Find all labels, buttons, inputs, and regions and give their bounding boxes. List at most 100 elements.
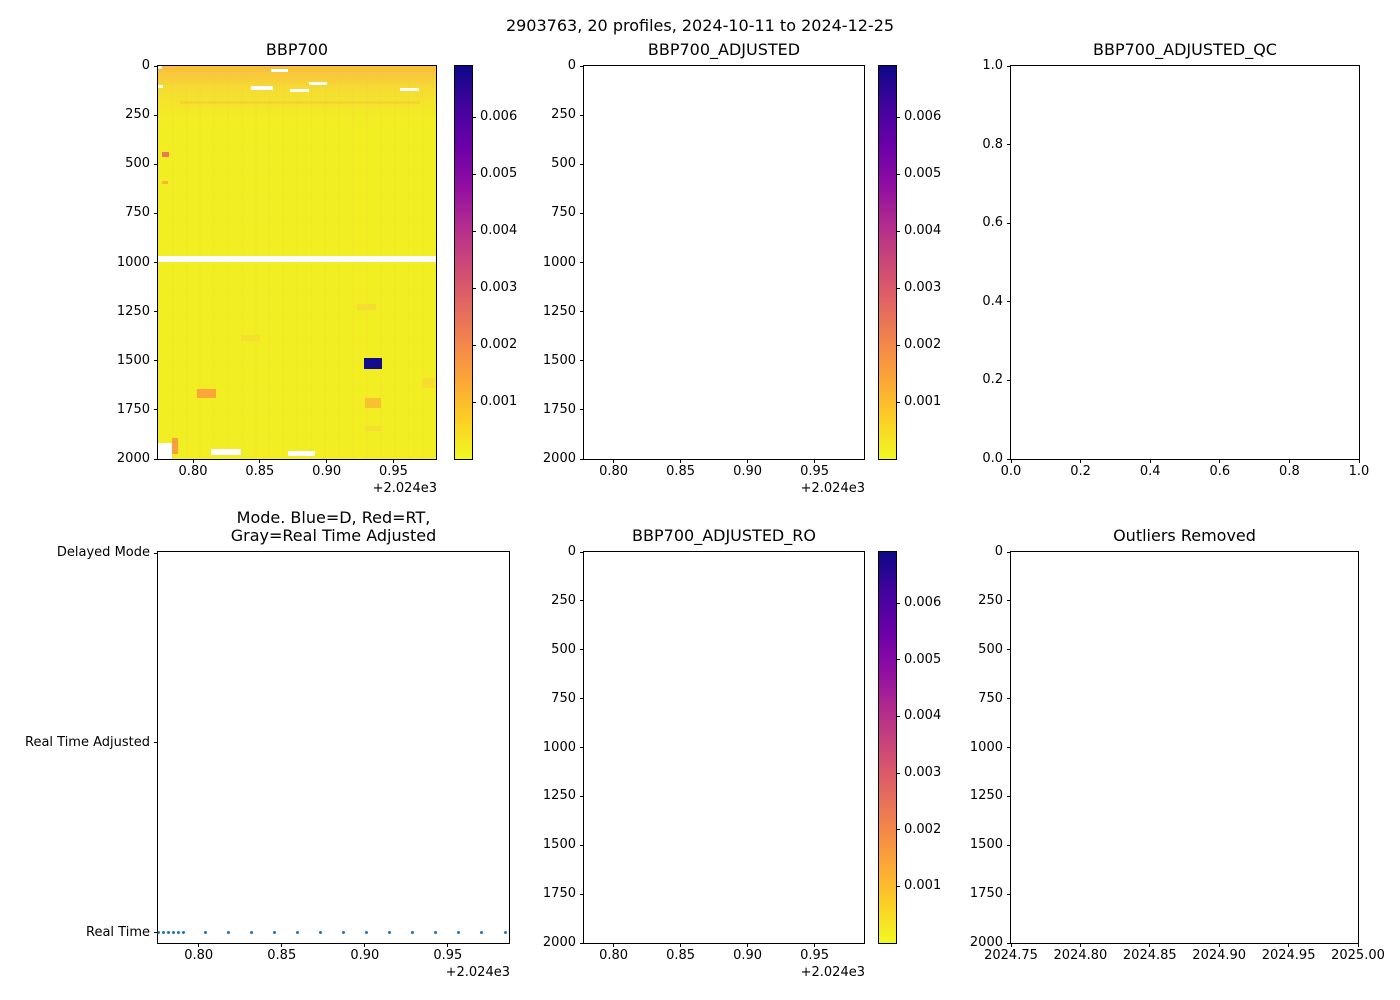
heatmap-patch	[421, 377, 435, 389]
x-tick-mark	[680, 459, 682, 463]
colorbar-tick-mark	[896, 230, 900, 232]
y-tick-mark	[580, 409, 584, 411]
x-tick-mark	[1010, 943, 1012, 947]
x-tick-label: 0.90	[733, 948, 763, 963]
x-tick-mark	[1357, 943, 1359, 947]
x-tick-label: 0.85	[267, 948, 297, 963]
x-tick-label: 0.85	[245, 464, 275, 479]
y-tick-label: 1750	[542, 886, 576, 902]
colorbar-tick-mark	[896, 829, 900, 831]
panel-mode-title: Mode. Blue=D, Red=RT, Gray=Real Time Adj…	[230, 508, 437, 545]
y-tick-mark	[580, 893, 584, 895]
y-tick-mark	[154, 114, 158, 116]
y-tick-mark	[1007, 65, 1011, 67]
colorbar-tick-mark	[472, 116, 476, 118]
x-tick-mark	[747, 943, 749, 947]
x-axis-offset-label: +2.024e3	[800, 965, 865, 980]
y-tick-label: Real Time	[86, 924, 150, 940]
y-tick-mark	[580, 163, 584, 165]
x-tick-label: 2024.75	[984, 948, 1038, 963]
colorbar-tick-label: 0.004	[480, 223, 518, 239]
colorbar-tick-mark	[896, 772, 900, 774]
y-tick-label: 1.0	[982, 58, 1003, 73]
panel-outliers-removed-title: Outliers Removed	[1113, 526, 1256, 545]
x-tick-label: 2024.90	[1192, 948, 1247, 963]
profile-mode-point	[503, 931, 507, 935]
x-tick-label: 0.8	[1279, 464, 1300, 479]
x-tick-mark	[1358, 459, 1360, 463]
profile-mode-point	[250, 931, 254, 935]
x-tick-mark	[814, 459, 816, 463]
profile-mode-point	[411, 931, 415, 935]
x-tick-label: 0.80	[184, 948, 214, 963]
y-tick-label: 1250	[542, 303, 576, 319]
x-tick-mark	[1219, 459, 1221, 463]
y-tick-label: 1250	[542, 788, 576, 804]
y-tick-label: 0.4	[982, 293, 1003, 309]
profile-mode-point	[181, 931, 185, 935]
colorbar-tick-mark	[472, 287, 476, 289]
y-tick-label: 500	[978, 641, 1003, 657]
colorbar-tick-mark	[896, 287, 900, 289]
y-tick-mark	[154, 458, 158, 460]
y-tick-label: 0	[567, 544, 576, 559]
colorbar-tick-label: 0.001	[904, 878, 942, 894]
figure-title: 2903763, 20 profiles, 2024-10-11 to 2024…	[505, 16, 895, 35]
y-tick-mark	[154, 212, 158, 214]
x-tick-mark	[1218, 943, 1220, 947]
y-tick-mark	[580, 458, 584, 460]
x-tick-label: 0.95	[379, 464, 408, 479]
profile-mode-point	[388, 931, 392, 935]
heatmap-patch	[308, 82, 327, 85]
x-tick-label: 0.4	[1139, 464, 1161, 479]
y-tick-mark	[154, 932, 158, 934]
x-tick-label: 2024.95	[1261, 948, 1316, 963]
y-tick-mark	[154, 65, 158, 67]
x-tick-mark	[613, 459, 615, 463]
y-tick-label: 0	[994, 544, 1003, 559]
y-tick-mark	[1007, 844, 1011, 846]
profile-mode-point	[166, 931, 170, 935]
y-tick-mark	[154, 311, 158, 313]
y-tick-mark	[154, 163, 158, 165]
colorbar-tick-mark	[472, 401, 476, 403]
x-tick-label: 2025.00	[1331, 948, 1385, 963]
colorbar-tick-mark	[896, 715, 900, 717]
y-tick-label: 0	[567, 58, 576, 73]
heatmap-patch	[158, 84, 163, 88]
y-tick-mark	[580, 698, 584, 700]
y-tick-label: 250	[978, 592, 1003, 608]
x-tick-mark	[1079, 943, 1081, 947]
y-tick-label: 1000	[969, 739, 1003, 755]
x-tick-mark	[198, 943, 200, 947]
profile-mode-point	[161, 931, 165, 935]
y-tick-mark	[580, 747, 584, 748]
colorbar-tick-label: 0.004	[904, 708, 942, 724]
x-tick-mark	[364, 943, 366, 947]
y-tick-label: 1250	[116, 303, 150, 319]
y-tick-label: 1000	[542, 739, 576, 755]
y-tick-mark	[580, 649, 584, 651]
heatmap-patch	[210, 449, 242, 456]
x-tick-mark	[1149, 943, 1151, 947]
y-tick-label: 1750	[116, 401, 150, 417]
heatmap-patch	[251, 86, 274, 90]
heatmap-texture	[158, 66, 436, 459]
y-tick-mark	[154, 552, 158, 554]
heatmap-patch	[162, 152, 170, 158]
heatmap-patch	[158, 442, 173, 459]
x-tick-mark	[447, 943, 449, 947]
x-tick-label: 2024.85	[1122, 948, 1177, 963]
y-tick-mark	[154, 409, 158, 411]
panel-bbp700-adjusted: BBP700_ADJUSTED 0.80 0.85 0.90 0.95 0 250 500 7…	[543, 41, 865, 496]
y-tick-label: 0	[141, 58, 150, 73]
y-tick-label: 1750	[542, 401, 576, 417]
x-tick-label: 0.90	[733, 464, 763, 479]
y-tick-label: 750	[125, 205, 150, 221]
y-tick-mark	[1007, 600, 1011, 602]
y-tick-label: 2000	[969, 935, 1003, 950]
colorbar-tick-mark	[896, 116, 900, 118]
heatmap-patch	[179, 101, 421, 104]
panel-bbp700: BBP700 0.80 0.85 0.90 0.95 0 250 500 750 1000 125…	[117, 41, 437, 496]
colorbar-tick-mark	[472, 344, 476, 346]
